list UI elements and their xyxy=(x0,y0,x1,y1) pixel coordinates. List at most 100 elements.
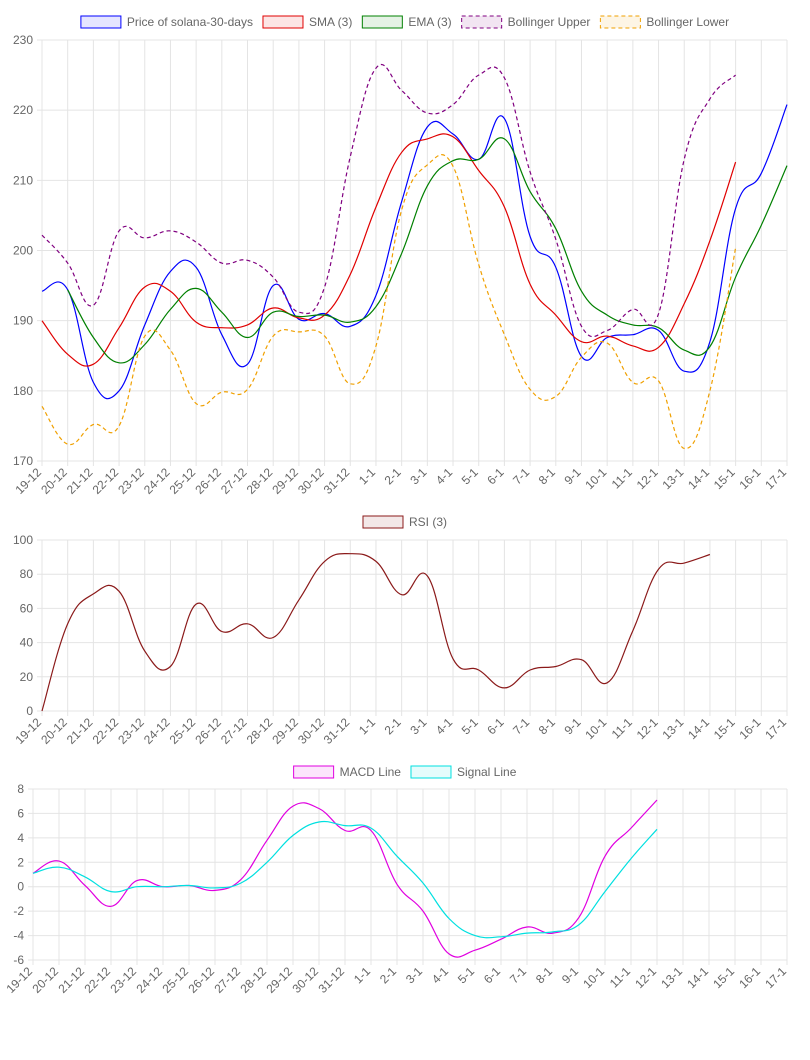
series-line-1 xyxy=(32,799,658,958)
x-tick-label: 23-12 xyxy=(108,964,140,996)
legend-swatch-1 xyxy=(362,515,404,529)
x-tick-label: 10-1 xyxy=(582,465,609,492)
x-tick-label: 21-12 xyxy=(64,715,96,747)
y-tick-label: 80 xyxy=(20,567,34,581)
x-tick-label: 26-12 xyxy=(186,964,218,996)
x-tick-label: 24-12 xyxy=(134,964,166,996)
series-line-4 xyxy=(41,64,737,338)
x-tick-label: 27-12 xyxy=(218,715,250,747)
x-tick-label: 29-12 xyxy=(269,715,301,747)
legend-swatch-4 xyxy=(461,15,503,29)
chart-3: -6 -4 -2 0 2 4 6 8 19-1220-1221-1222-1223-1224-1… xyxy=(4,765,790,996)
x-tick-label: 17-1 xyxy=(762,465,789,492)
legend: MACD Line Signal Line xyxy=(293,765,517,779)
legend-swatch-5 xyxy=(599,15,641,29)
x-tick-label: 19-12 xyxy=(13,465,45,497)
x-tick-label: 9-1 xyxy=(561,465,583,487)
y-tick-label: 8 xyxy=(17,782,24,796)
series-line-5 xyxy=(41,154,737,450)
x-tick-label: 2-1 xyxy=(382,465,404,487)
x-tick-label: 25-12 xyxy=(167,465,199,497)
x-tick-label: 10-1 xyxy=(580,964,607,991)
x-tick-label: 22-12 xyxy=(82,964,114,996)
x-tick-label: 16-1 xyxy=(736,964,763,991)
legend-label: Bollinger Upper xyxy=(508,15,591,29)
x-tick-label: 1-1 xyxy=(356,715,378,737)
x-tick-label: 5-1 xyxy=(459,715,481,737)
x-tick-label: 31-12 xyxy=(321,715,353,747)
y-tick-label: 2 xyxy=(17,855,24,869)
x-tick-label: 1-1 xyxy=(351,964,373,986)
x-tick-label: 15-1 xyxy=(710,964,737,991)
x-tick-label: 14-1 xyxy=(685,715,712,742)
x-tick-label: 5-1 xyxy=(459,465,481,487)
y-tick-label: -4 xyxy=(13,929,24,943)
x-tick-label: 7-1 xyxy=(510,715,532,737)
x-tick-label: 11-1 xyxy=(609,465,635,491)
x-tick-label: 25-12 xyxy=(160,964,192,996)
series-line-2 xyxy=(41,133,737,367)
legend: RSI (3) xyxy=(362,515,447,529)
y-tick-label: 210 xyxy=(13,173,33,187)
grid xyxy=(37,39,788,466)
grid xyxy=(28,788,788,965)
y-tick-label: -2 xyxy=(13,904,24,918)
legend-swatch-1 xyxy=(80,15,122,29)
x-tick-label: 11-1 xyxy=(607,964,633,990)
x-tick-label: 4-1 xyxy=(429,964,451,986)
legend-swatch-2 xyxy=(410,765,452,779)
legend-label: EMA (3) xyxy=(408,15,451,29)
x-tick-label: 27-12 xyxy=(212,964,244,996)
y-tick-label: 200 xyxy=(13,244,33,258)
x-tick-label: 13-1 xyxy=(658,964,685,991)
x-tick-label: 9-1 xyxy=(559,964,581,986)
series-line-1 xyxy=(41,552,711,712)
x-tick-label: 21-12 xyxy=(64,465,96,497)
x-tick-label: 14-1 xyxy=(684,964,711,991)
x-tick-label: 26-12 xyxy=(192,715,224,747)
x-tick-label: 13-1 xyxy=(659,465,686,492)
x-tick-label: 19-12 xyxy=(4,964,36,996)
x-tick-label: 2-1 xyxy=(382,715,404,737)
y-tick-label: -6 xyxy=(13,953,24,967)
series-line-3 xyxy=(67,137,788,364)
x-tick-label: 3-1 xyxy=(407,465,429,487)
x-tick-label: 11-1 xyxy=(609,715,635,741)
legend-label: SMA (3) xyxy=(309,15,352,29)
x-tick-label: 17-1 xyxy=(762,964,789,991)
x-tick-label: 31-12 xyxy=(321,465,353,497)
x-tick-label: 27-12 xyxy=(218,465,250,497)
x-tick-label: 4-1 xyxy=(433,465,455,487)
x-tick-label: 31-12 xyxy=(316,964,348,996)
x-tick-label: 12-1 xyxy=(634,465,661,492)
x-tick-label: 24-12 xyxy=(141,465,173,497)
x-tick-label: 22-12 xyxy=(90,715,122,747)
x-tick-label: 14-1 xyxy=(685,465,712,492)
x-tick-label: 28-12 xyxy=(244,465,276,497)
x-tick-label: 26-12 xyxy=(192,465,224,497)
x-tick-label: 20-12 xyxy=(30,964,62,996)
legend-label: Bollinger Lower xyxy=(646,15,729,29)
x-tick-label: 6-1 xyxy=(484,715,506,737)
x-tick-label: 17-1 xyxy=(762,715,789,742)
legend-swatch-3 xyxy=(361,15,403,29)
legend-swatch-1 xyxy=(293,765,335,779)
x-tick-label: 15-1 xyxy=(711,465,738,492)
y-tick-label: 20 xyxy=(20,670,34,684)
y-tick-label: 100 xyxy=(13,533,33,547)
x-tick-label: 16-1 xyxy=(737,715,764,742)
x-tick-label: 9-1 xyxy=(561,715,583,737)
x-tick-label: 4-1 xyxy=(433,715,455,737)
y-tick-label: 170 xyxy=(13,454,33,468)
x-tick-label: 29-12 xyxy=(269,465,301,497)
x-tick-label: 21-12 xyxy=(56,964,88,996)
x-tick-label: 22-12 xyxy=(90,465,122,497)
x-tick-label: 10-1 xyxy=(582,715,609,742)
x-tick-label: 3-1 xyxy=(403,964,425,986)
legend: Price of solana-30-days SMA (3) EMA (3) Bol… xyxy=(80,15,729,29)
x-tick-label: 16-1 xyxy=(737,465,764,492)
x-tick-label: 25-12 xyxy=(167,715,199,747)
y-tick-label: 180 xyxy=(13,384,33,398)
y-tick-label: 0 xyxy=(17,880,24,894)
